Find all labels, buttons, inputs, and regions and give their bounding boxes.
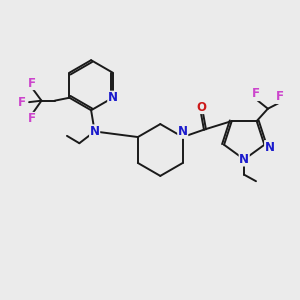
Text: O: O <box>196 100 206 113</box>
Text: N: N <box>265 141 275 154</box>
Text: N: N <box>178 125 188 138</box>
Text: F: F <box>28 76 36 89</box>
Text: N: N <box>108 91 118 104</box>
Text: F: F <box>18 96 26 109</box>
Text: F: F <box>28 112 36 125</box>
Text: F: F <box>252 88 260 100</box>
Text: N: N <box>90 125 100 138</box>
Text: N: N <box>239 153 249 166</box>
Text: F: F <box>276 90 283 104</box>
